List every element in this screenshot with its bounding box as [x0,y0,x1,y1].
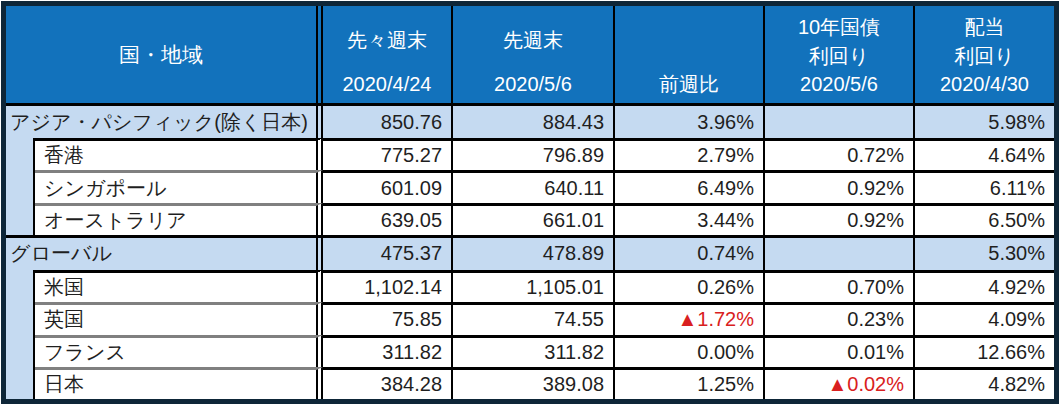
country-row: 日本 384.28 389.08 1.25% ▲0.02% 4.82% [6,367,1054,399]
value-cell: 4.09% [913,302,1054,334]
value-cell: 6.11% [913,170,1054,202]
value-cell: 796.89 [451,138,613,170]
value-cell: 850.76 [323,106,451,138]
country-row: 米国 1,102.14 1,105.01 0.26% 0.70% 4.92% [6,270,1054,302]
value-cell: 6.49% [613,170,763,202]
country-name-cell: 香港 [35,138,323,170]
value-cell: 478.89 [451,238,613,270]
value-cell: 12.66% [913,335,1054,367]
indent-strip [6,302,35,334]
value-cell: 75.85 [323,302,451,334]
indent-strip [6,203,35,235]
value-cell: 6.50% [913,203,1054,235]
value-cell: 5.98% [913,106,1054,138]
header-col-date: 2020/5/6 [800,72,878,97]
header-col: 10年国債利回り 2020/5/6 [763,6,913,103]
header-col-title: 前週比 [659,72,719,97]
header-col: 配当利回り 2020/4/30 [913,6,1054,103]
value-cell [763,106,913,138]
header-col-date: 2020/4/30 [940,72,1029,97]
indent-strip [6,170,35,202]
value-cell: 0.74% [613,238,763,270]
value-cell [763,238,913,270]
region-row: アジア・パシフィック(除く日本) 850.76 884.43 3.96% 5.9… [6,106,1054,138]
value-cell: 0.92% [763,170,913,202]
value-cell: 884.43 [451,106,613,138]
country-name-cell: 英国 [35,302,323,334]
value-cell: 1.25% [613,367,763,399]
indent-strip [6,138,35,170]
header-col-title: 先週末 [503,28,563,53]
value-cell: 0.70% [763,270,913,302]
indent-strip [6,270,35,302]
value-cell: 3.44% [613,203,763,235]
value-cell: 311.82 [323,335,451,367]
country-row: オーストラリア 639.05 661.01 3.44% 0.92% 6.50% [6,203,1054,235]
value-cell: 4.82% [913,367,1054,399]
value-cell: 775.27 [323,138,451,170]
country-row: 英国 75.85 74.55 ▲1.72% 0.23% 4.09% [6,302,1054,334]
country-name-cell: 米国 [35,270,323,302]
value-cell: 4.64% [913,138,1054,170]
value-cell: 0.26% [613,270,763,302]
table-body: アジア・パシフィック(除く日本) 850.76 884.43 3.96% 5.9… [6,106,1054,399]
value-cell: 0.92% [763,203,913,235]
indent-strip [6,367,35,399]
country-row: シンガポール 601.09 640.11 6.49% 0.92% 6.11% [6,170,1054,202]
value-cell: 311.82 [451,335,613,367]
value-cell: 384.28 [323,367,451,399]
header-col-title: 利回り [954,44,1014,69]
country-row: フランス 311.82 311.82 0.00% 0.01% 12.66% [6,335,1054,367]
value-cell: 0.00% [613,335,763,367]
country-name-cell: フランス [35,335,323,367]
value-cell: 3.96% [613,106,763,138]
header-col-title: 配当 [965,15,1005,40]
value-cell: 640.11 [451,170,613,202]
value-cell: 601.09 [323,170,451,202]
value-cell: ▲0.02% [763,367,913,399]
header-col-date: 2020/5/6 [494,72,572,97]
value-cell: 2.79% [613,138,763,170]
country-row: 香港 775.27 796.89 2.79% 0.72% 4.64% [6,138,1054,170]
header-col-title: 先々週末 [347,28,427,53]
reit-index-table: 国・地域 先々週末 2020/4/24 先週末 2020/5/6 前週比 10年国債利回り… [1,1,1059,404]
country-name-cell: オーストラリア [35,203,323,235]
header-col-date: 2020/4/24 [343,72,432,97]
value-cell: 5.30% [913,238,1054,270]
header-col: 先々週末 2020/4/24 [323,6,451,103]
value-cell: 661.01 [451,203,613,235]
header-col: 前週比 [613,6,763,103]
country-name-cell: 日本 [35,367,323,399]
indent-strip [6,335,35,367]
value-cell: 0.72% [763,138,913,170]
header-col: 先週末 2020/5/6 [451,6,613,103]
value-cell: 1,105.01 [451,270,613,302]
value-cell: 1,102.14 [323,270,451,302]
region-name-cell: アジア・パシフィック(除く日本) [6,106,323,138]
header-col-title: 10年国債 [798,15,880,40]
value-cell: 4.92% [913,270,1054,302]
header-region-cell: 国・地域 [6,6,323,103]
value-cell: 475.37 [323,238,451,270]
value-cell: ▲1.72% [613,302,763,334]
region-name-cell: グローバル [6,238,323,270]
region-row: グローバル 475.37 478.89 0.74% 5.30% [6,235,1054,270]
value-cell: 0.23% [763,302,913,334]
value-cell: 639.05 [323,203,451,235]
table-header: 国・地域 先々週末 2020/4/24 先週末 2020/5/6 前週比 10年国債利回り… [6,6,1054,106]
country-name-cell: シンガポール [35,170,323,202]
header-col-title: 利回り [809,44,869,69]
value-cell: 0.01% [763,335,913,367]
value-cell: 74.55 [451,302,613,334]
value-cell: 389.08 [451,367,613,399]
